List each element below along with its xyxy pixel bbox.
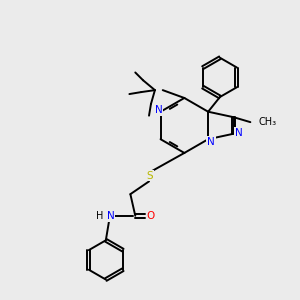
Text: N: N <box>207 137 215 147</box>
Text: H: H <box>96 211 103 221</box>
Text: N: N <box>235 128 242 138</box>
Text: N: N <box>155 105 163 115</box>
Text: CH₃: CH₃ <box>258 117 276 127</box>
Text: N: N <box>107 211 115 221</box>
Text: S: S <box>147 170 153 181</box>
Text: O: O <box>147 211 155 221</box>
